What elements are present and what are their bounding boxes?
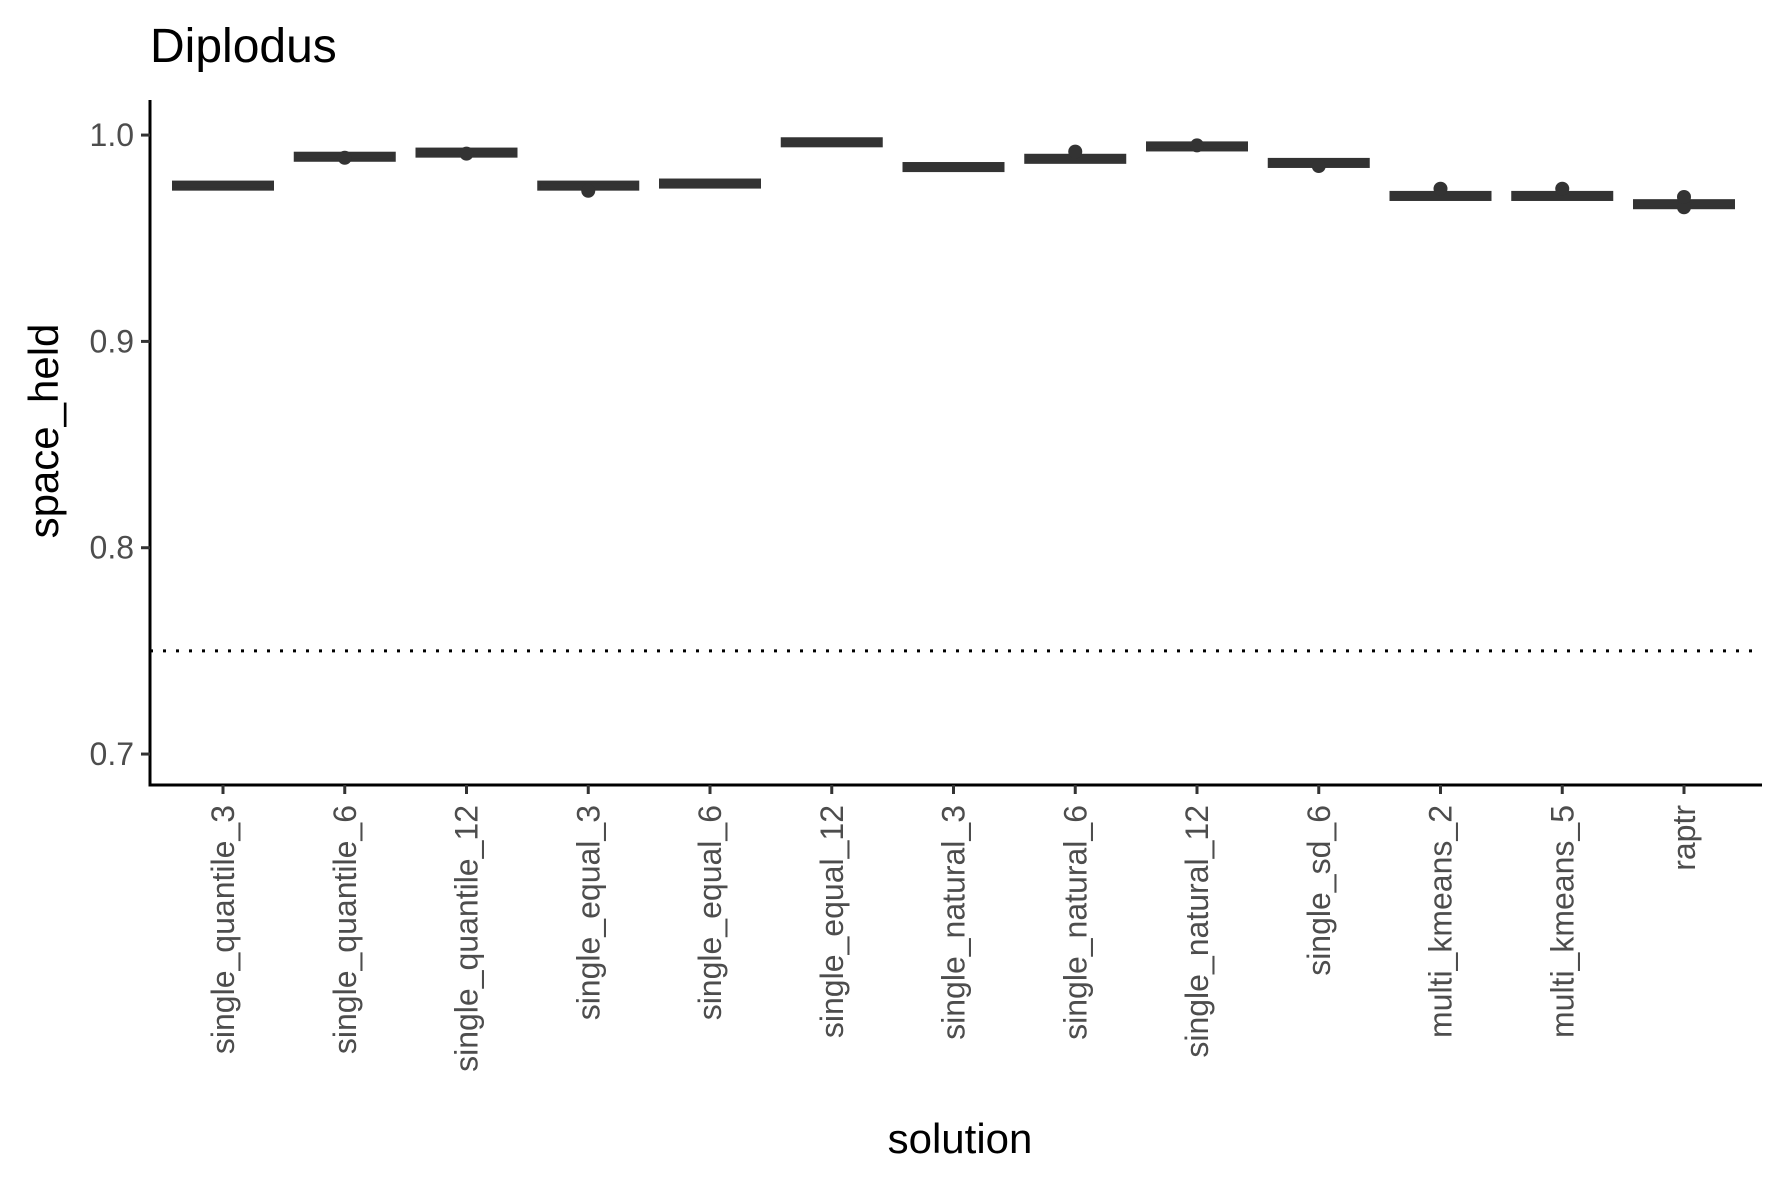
y-axis-title: space_held <box>20 324 67 539</box>
x-tick-label: single_natural_6 <box>1057 805 1093 1040</box>
x-tick-label: single_quantile_12 <box>449 805 485 1072</box>
plot-area: 0.7 0.8 0.9 1.0 single_quantile_3 single_quan… <box>90 100 1762 1072</box>
x-tick-label: single_sd_6 <box>1301 805 1337 976</box>
x-tick-label: multi_kmeans_2 <box>1423 805 1459 1038</box>
y-tick-label: 0.9 <box>90 323 134 359</box>
outlier-point <box>1311 159 1326 174</box>
y-tick-label: 0.7 <box>90 736 134 772</box>
outlier-point <box>459 146 474 161</box>
outlier-point <box>1677 200 1691 215</box>
outlier-point <box>1190 138 1204 153</box>
outlier-point <box>337 150 352 165</box>
x-tick-label: raptr <box>1666 805 1702 871</box>
x-axis-title: solution <box>888 1115 1033 1162</box>
outlier-point <box>581 183 596 198</box>
y-tick-label: 1.0 <box>90 117 134 153</box>
x-tick-label: single_equal_12 <box>814 805 850 1038</box>
x-tick-label: single_equal_3 <box>570 805 606 1020</box>
x-tick-label: single_quantile_3 <box>205 805 241 1054</box>
y-tick-label: 0.8 <box>90 530 134 566</box>
chart-title: Diplodus <box>150 20 337 73</box>
outlier-point <box>1555 181 1570 196</box>
outlier-point <box>1433 181 1448 196</box>
x-tick-label: multi_kmeans_5 <box>1544 805 1580 1038</box>
x-tick-label: single_equal_6 <box>692 805 728 1020</box>
x-tick-label: single_natural_3 <box>936 805 972 1040</box>
x-tick-label: single_natural_12 <box>1179 805 1215 1058</box>
outlier-point <box>1068 144 1083 159</box>
x-tick-label: single_quantile_6 <box>327 805 363 1054</box>
outlier-point <box>1677 189 1691 204</box>
